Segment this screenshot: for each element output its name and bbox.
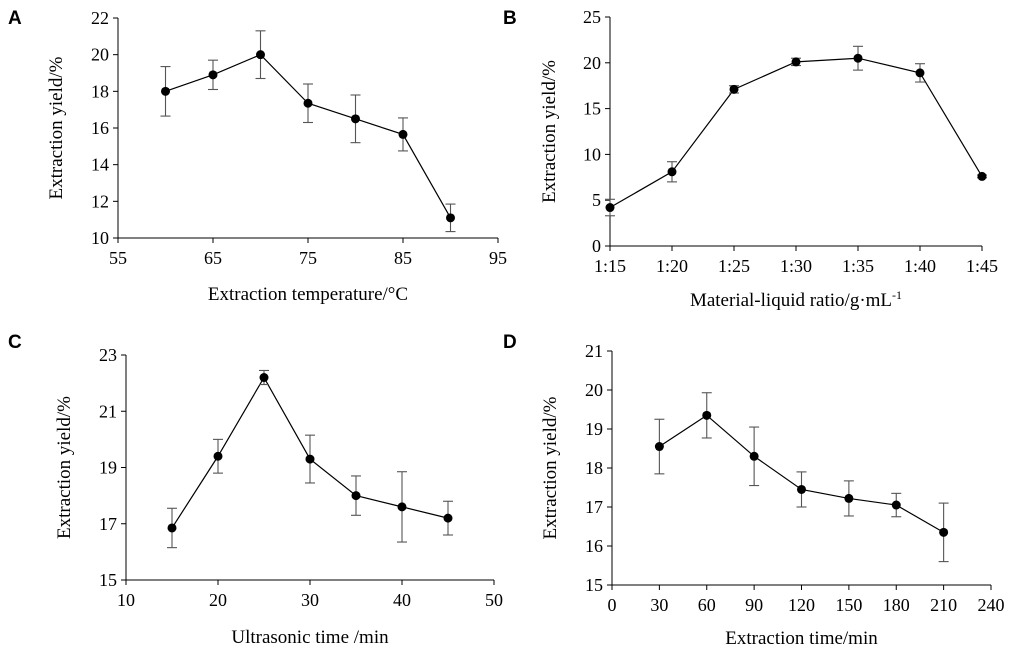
data-point (213, 451, 223, 461)
y-axis-title: Extraction yield/% (54, 396, 75, 539)
x-tick-label: 95 (489, 248, 507, 268)
data-point (605, 203, 615, 213)
x-tick-label: 30 (301, 590, 319, 610)
x-tick-label: 1:20 (656, 256, 688, 276)
x-axis-title: Extraction temperature/°C (208, 284, 408, 305)
y-tick-label: 20 (583, 53, 601, 73)
x-tick-label: 40 (393, 590, 411, 610)
series-line (165, 53, 452, 219)
y-tick-label: 10 (583, 144, 601, 164)
data-point (397, 502, 407, 512)
data-point (305, 454, 315, 464)
x-tick-label: 30 (650, 595, 668, 615)
y-tick-label: 19 (99, 458, 117, 478)
data-point (749, 451, 759, 461)
y-tick-label: 16 (585, 536, 603, 556)
x-tick-label: 85 (394, 248, 412, 268)
data-point (915, 68, 925, 78)
data-point (351, 114, 360, 124)
y-tick-label: 18 (585, 458, 603, 478)
series-line (609, 57, 983, 209)
chart-panel-a: A 10 12 14 16 18 20 22 55 65 75 85 95 Extraction temp… (8, 8, 507, 305)
y-tick-label: 12 (91, 191, 109, 211)
x-tick-label: 65 (204, 248, 222, 268)
data-point (398, 129, 408, 139)
panel-letter: B (503, 8, 517, 29)
data-point (654, 442, 664, 452)
y-tick-label: 22 (91, 8, 109, 28)
y-tick-label: 15 (583, 99, 601, 119)
y-tick-label: 17 (99, 514, 117, 534)
y-axis-title: Extraction yield/% (46, 56, 67, 199)
y-tick-label: 5 (592, 190, 601, 210)
y-axis-title: Extraction yield/% (540, 396, 561, 539)
data-point (791, 57, 801, 67)
x-tick-label: 1:25 (718, 256, 750, 276)
y-tick-label: 15 (585, 575, 603, 595)
x-tick-label: 10 (117, 590, 135, 610)
chart-panel-c: C 15 17 19 21 23 10 20 30 40 50 Ultrasonic time /mi… (8, 332, 503, 648)
y-axis-title: Extraction yield/% (539, 60, 560, 203)
x-tick-label: 1:40 (904, 256, 936, 276)
x-tick-label: 240 (978, 595, 1005, 615)
x-tick-label: 210 (930, 595, 957, 615)
x-tick-label: 150 (835, 595, 862, 615)
x-axis-title: Extraction time/min (725, 628, 878, 649)
y-tick-label: 19 (585, 419, 603, 439)
data-point (443, 513, 453, 523)
y-tick-label: 0 (592, 236, 601, 256)
y-tick-label: 17 (585, 497, 603, 517)
data-point (167, 523, 177, 533)
panel-letter: C (8, 332, 22, 353)
y-tick-label: 25 (583, 7, 601, 27)
panel-letter: D (503, 332, 517, 353)
y-tick-label: 20 (585, 380, 603, 400)
data-point (939, 527, 949, 537)
x-tick-label: 1:15 (594, 256, 626, 276)
y-tick-label: 16 (91, 118, 109, 138)
x-tick-label: 60 (698, 595, 716, 615)
data-point (303, 98, 313, 108)
y-tick-label: 23 (99, 345, 117, 365)
x-tick-label: 1:30 (780, 256, 812, 276)
data-point (797, 484, 806, 494)
data-point (891, 500, 901, 510)
y-tick-label: 10 (91, 228, 109, 248)
x-tick-label: 90 (745, 595, 763, 615)
x-tick-label: 20 (209, 590, 227, 610)
data-point (702, 410, 712, 420)
data-point (667, 167, 677, 177)
x-tick-label: 50 (485, 590, 503, 610)
y-tick-label: 14 (91, 155, 109, 175)
data-point (161, 86, 170, 96)
x-axis-title: Material-liquid ratio/g·mL-1 (690, 288, 902, 311)
chart-panel-b: B 0 5 10 15 20 25 1:15 1:20 1:25 1:30 1:35 1:40 1:45 M… (503, 7, 998, 311)
y-tick-label: 21 (99, 401, 117, 421)
data-point (446, 213, 455, 223)
y-tick-label: 21 (585, 341, 603, 361)
y-tick-label: 18 (91, 81, 109, 101)
x-tick-label: 0 (608, 595, 617, 615)
x-tick-label: 75 (299, 248, 317, 268)
y-tick-label: 20 (91, 45, 109, 65)
data-point (844, 493, 854, 503)
data-point (853, 53, 863, 63)
data-point (259, 373, 269, 382)
y-tick-label: 15 (99, 570, 117, 590)
data-point (208, 70, 218, 80)
data-point (351, 491, 361, 501)
x-tick-label: 120 (788, 595, 815, 615)
x-tick-label: 1:45 (966, 256, 998, 276)
data-point (729, 84, 739, 94)
data-point (256, 50, 265, 60)
x-tick-label: 1:35 (842, 256, 874, 276)
panel-letter: A (8, 8, 22, 29)
x-axis-title-superscript: -1 (892, 288, 902, 302)
x-axis-title: Ultrasonic time /min (231, 627, 389, 648)
data-point (977, 171, 987, 181)
x-tick-label: 55 (109, 248, 127, 268)
x-tick-label: 180 (883, 595, 910, 615)
